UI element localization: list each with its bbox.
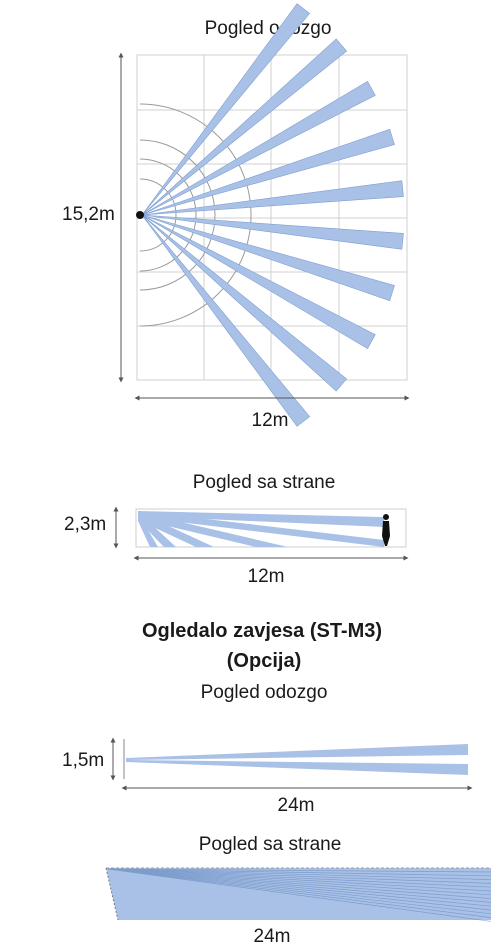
detection-beam	[142, 4, 310, 215]
detection-beam	[142, 39, 347, 215]
side-view-frame	[136, 509, 406, 547]
detection-beam	[142, 215, 310, 426]
detector-icon	[136, 211, 144, 219]
detection-beam	[142, 181, 403, 215]
detection-beam	[142, 215, 403, 249]
curtain-top-view-beams	[124, 739, 468, 779]
detection-beam	[142, 215, 347, 391]
curtain-side-view	[106, 868, 491, 921]
top-view-detection-beams	[142, 4, 403, 427]
